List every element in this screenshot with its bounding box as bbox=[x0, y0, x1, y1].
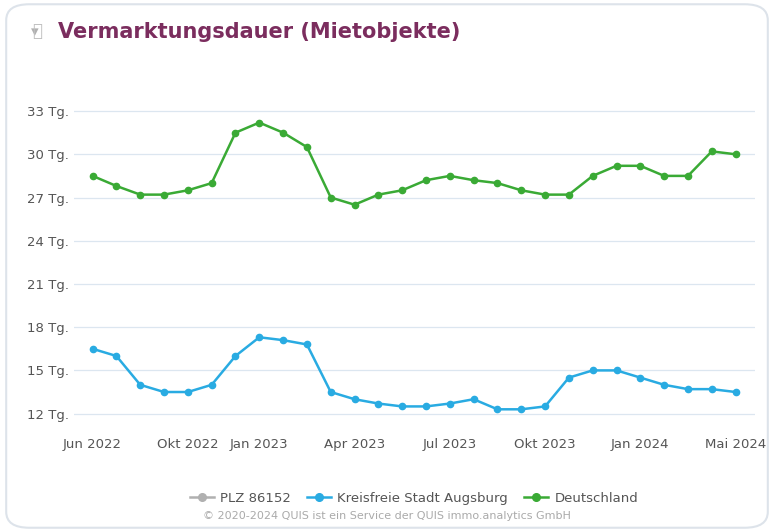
Text: ▾: ▾ bbox=[31, 24, 39, 39]
Text: 🔔: 🔔 bbox=[33, 22, 42, 40]
Text: © 2020-2024 QUIS ist ein Service der QUIS immo.analytics GmbH: © 2020-2024 QUIS ist ein Service der QUI… bbox=[203, 511, 571, 521]
Legend: PLZ 86152, Kreisfreie Stadt Augsburg, Deutschland: PLZ 86152, Kreisfreie Stadt Augsburg, De… bbox=[185, 487, 643, 511]
Text: Vermarktungsdauer (Mietobjekte): Vermarktungsdauer (Mietobjekte) bbox=[58, 22, 461, 43]
